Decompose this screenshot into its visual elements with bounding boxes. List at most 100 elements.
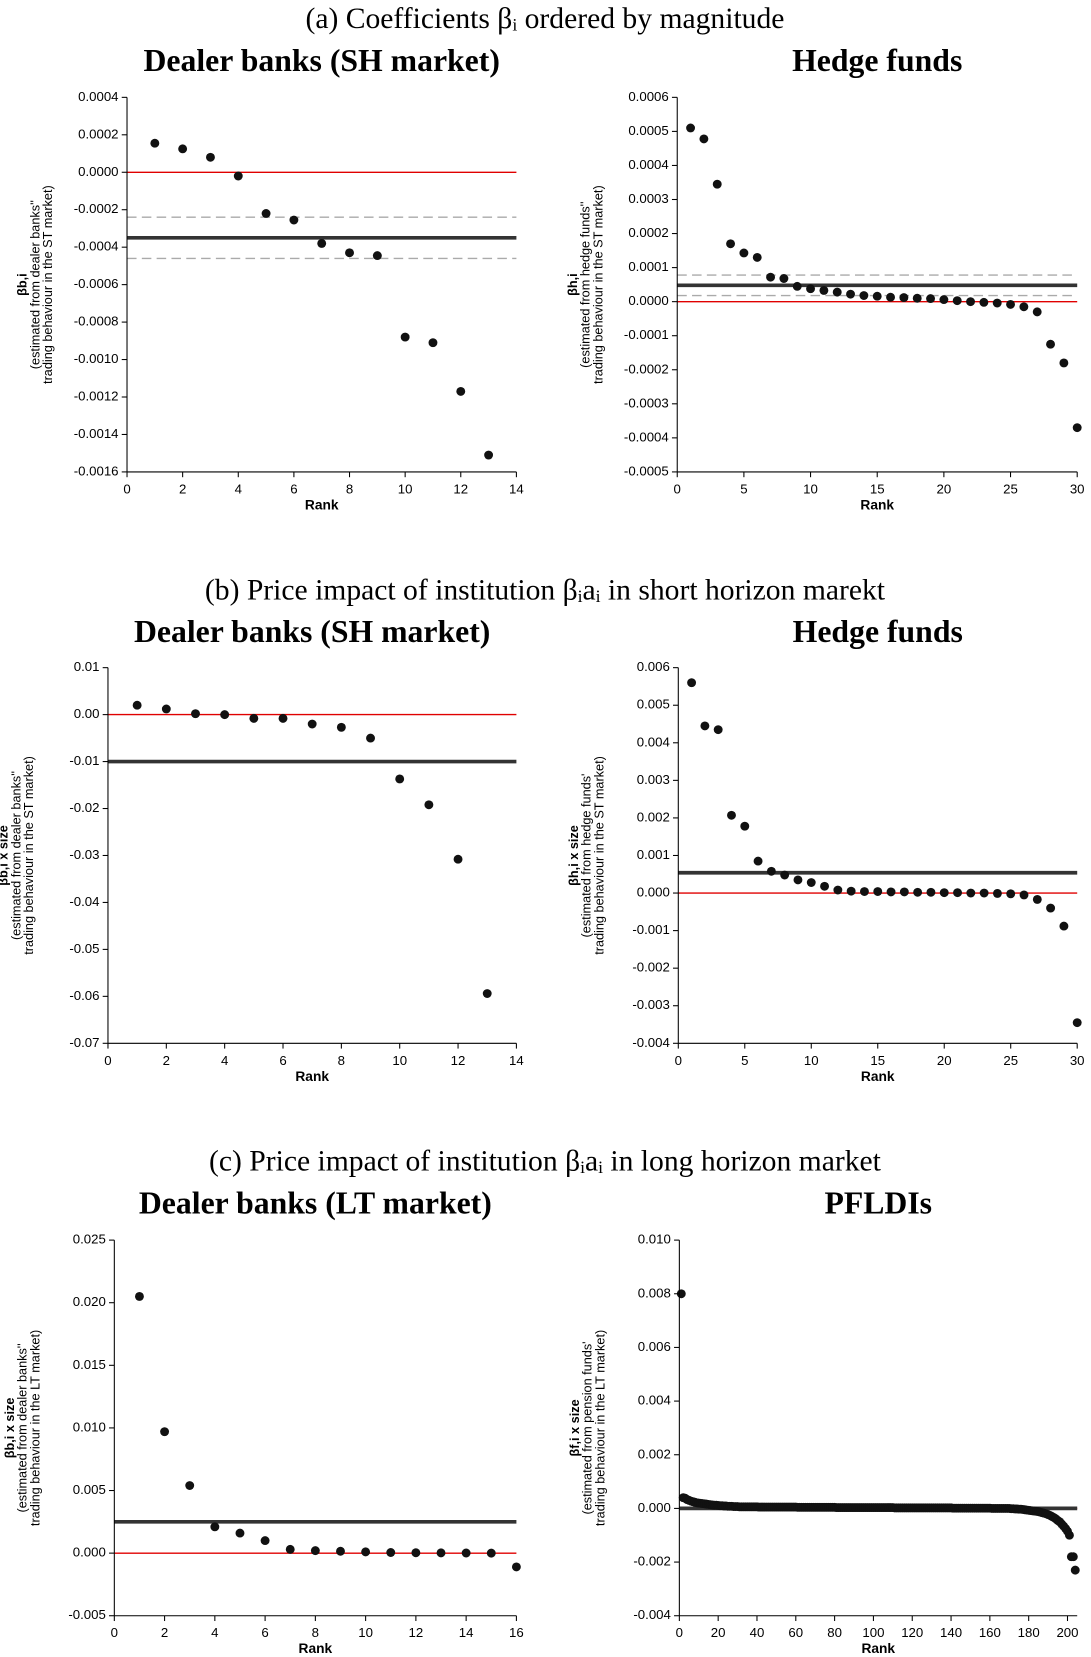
panel-caption: (b) Price impact of institution βᵢaᵢ in …	[205, 574, 886, 606]
data-point	[1059, 358, 1069, 368]
y-axis-label: (estimated from hedge funds''	[579, 201, 593, 367]
data-point	[285, 1544, 295, 1554]
y-axis-label: trading behaviour in the ST market)	[592, 756, 606, 955]
y-tick-label: 0.006	[638, 1339, 671, 1354]
data-point	[939, 295, 949, 305]
y-tick-label: -0.0006	[74, 276, 119, 291]
x-tick-label: 0	[104, 1053, 111, 1068]
x-tick-label: 14	[509, 481, 524, 496]
y-tick-label: -0.003	[632, 997, 669, 1012]
y-tick-label: -0.004	[632, 1035, 669, 1050]
x-tick-label: 0	[123, 481, 130, 496]
y-tick-label: 0.025	[73, 1232, 106, 1247]
x-tick-label: 20	[711, 1625, 726, 1640]
y-tick-label: 0.0000	[78, 164, 118, 179]
x-tick-label: 25	[1003, 481, 1018, 496]
data-point	[317, 238, 327, 248]
y-tick-label: -0.002	[633, 1554, 670, 1569]
data-point	[1070, 1565, 1080, 1575]
y-axis-label: (estimated from dealer banks''	[28, 200, 42, 369]
data-point	[361, 1547, 371, 1557]
x-tick-label: 8	[338, 1053, 345, 1068]
data-point	[886, 887, 896, 897]
data-point	[461, 1548, 471, 1558]
x-tick-label: 40	[750, 1625, 765, 1640]
data-point	[1068, 1552, 1078, 1562]
data-point	[453, 854, 463, 864]
y-axis-label: trading behaviour in the LT market)	[28, 1330, 42, 1526]
x-tick-label: 120	[901, 1625, 923, 1640]
data-point	[899, 293, 909, 303]
data-point	[484, 450, 494, 460]
data-point	[872, 291, 882, 301]
y-tick-label: 0.006	[637, 659, 670, 674]
data-point	[992, 888, 1002, 898]
data-point	[1064, 1530, 1074, 1540]
data-point	[372, 251, 382, 261]
x-tick-label: 2	[161, 1625, 168, 1640]
y-tick-label: 0.002	[638, 1446, 671, 1461]
data-point	[846, 886, 856, 896]
data-point	[992, 298, 1002, 308]
y-axis-label: βb,i x size	[3, 1398, 17, 1459]
chart-title: PFLDIs	[824, 1186, 932, 1221]
y-tick-label: -0.02	[69, 800, 99, 815]
y-axis-label: trading behaviour in the ST market)	[591, 185, 605, 384]
data-point	[860, 887, 869, 896]
data-point	[926, 887, 936, 897]
y-tick-label: -0.002	[632, 960, 669, 975]
data-point	[161, 704, 171, 714]
y-axis-label: (estimated from hedge funds'	[580, 774, 594, 938]
y-axis-label: (estimated from dealer banks''	[16, 1343, 30, 1512]
data-point	[160, 1427, 170, 1437]
data-point	[1072, 1018, 1082, 1028]
data-point	[411, 1548, 421, 1558]
data-point	[1046, 903, 1056, 913]
data-point	[386, 1548, 396, 1557]
y-tick-label: -0.0001	[624, 327, 669, 342]
data-point	[832, 287, 842, 297]
data-point	[220, 710, 230, 720]
x-tick-label: 6	[290, 481, 297, 496]
data-point	[424, 800, 434, 810]
data-point	[132, 700, 142, 710]
y-tick-label: 0.008	[638, 1285, 671, 1300]
data-point	[1032, 894, 1042, 904]
x-tick-label: 14	[509, 1053, 524, 1068]
data-point	[687, 678, 697, 688]
x-tick-label: 60	[788, 1625, 803, 1640]
y-tick-label: 0.003	[637, 772, 670, 787]
y-tick-label: -0.0002	[624, 361, 669, 376]
data-point	[1072, 423, 1082, 433]
y-axis-label: βh,i	[566, 273, 580, 296]
y-tick-label: -0.06	[69, 988, 99, 1003]
data-point	[979, 297, 989, 307]
data-point	[178, 144, 188, 154]
data-point	[1019, 890, 1029, 900]
y-tick-label: -0.0014	[74, 426, 119, 441]
y-tick-label: 0.000	[73, 1545, 106, 1560]
x-axis-label: Rank	[295, 1069, 329, 1084]
data-point	[261, 209, 271, 218]
chart-title: Hedge funds	[792, 43, 962, 78]
y-axis-label: (estimated from pension funds'	[581, 1341, 595, 1514]
x-tick-label: 0	[111, 1625, 118, 1640]
y-tick-label: -0.0004	[74, 239, 119, 254]
x-tick-label: 20	[937, 1053, 952, 1068]
y-tick-label: 0.002	[637, 809, 670, 824]
data-point	[307, 719, 317, 729]
y-tick-label: 0.0006	[628, 89, 668, 104]
data-point	[1059, 921, 1069, 931]
y-tick-label: 0.020	[73, 1294, 106, 1309]
data-point	[699, 134, 709, 144]
x-tick-label: 10	[804, 1053, 819, 1068]
y-tick-label: 0.001	[637, 847, 670, 862]
y-axis-label: βh,i x size	[567, 825, 581, 886]
x-tick-label: 10	[803, 481, 818, 496]
data-point	[793, 875, 803, 885]
data-point	[913, 887, 923, 897]
data-point	[752, 252, 762, 262]
data-point	[753, 856, 763, 866]
x-axis-label: Rank	[305, 497, 339, 512]
